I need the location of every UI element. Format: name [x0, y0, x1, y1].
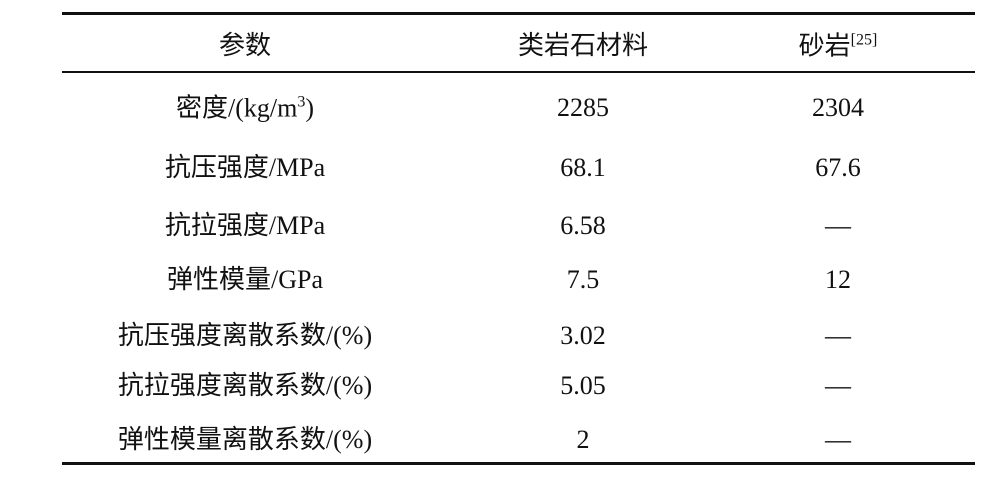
header-cell-sup: [25] — [850, 31, 878, 49]
header-rule — [62, 71, 975, 73]
value-cell: 12 — [825, 265, 851, 294]
value-cell: 3.02 — [560, 321, 606, 350]
value-cell: 67.6 — [815, 153, 861, 182]
row-label: 密度/(kg/m3) — [175, 93, 315, 123]
value-cell: 6.58 — [560, 211, 606, 240]
row-label: 弹性模量离散系数/(%) — [117, 425, 373, 454]
bottom-rule — [62, 462, 975, 465]
row-label: 抗压强度/MPa — [164, 153, 326, 182]
row-label: 弹性模量/GPa — [166, 265, 324, 294]
value-cell: — — [825, 371, 851, 400]
row-label: 抗压强度离散系数/(%) — [117, 321, 373, 350]
value-cell: — — [825, 321, 851, 350]
value-cell: — — [825, 211, 851, 240]
row-label-tail: ) — [305, 93, 315, 123]
header-cell: 砂岩[25] — [798, 31, 878, 61]
header-cell: 类岩石材料 — [517, 31, 649, 60]
value-cell: 2 — [576, 425, 590, 454]
row-label: 抗拉强度离散系数/(%) — [117, 371, 373, 400]
value-cell: 2304 — [812, 93, 864, 122]
row-label-sup: 3 — [297, 93, 306, 111]
header-cell: 参数 — [218, 31, 272, 60]
row-label: 抗拉强度/MPa — [164, 211, 326, 240]
value-cell: — — [825, 425, 851, 454]
value-cell: 7.5 — [566, 265, 600, 294]
row-label-text: 密度/(kg/m — [175, 93, 298, 123]
value-cell: 2285 — [557, 93, 609, 122]
value-cell: 68.1 — [560, 153, 606, 182]
top-rule — [62, 12, 975, 15]
header-cell-text: 砂岩 — [798, 31, 851, 61]
value-cell: 5.05 — [560, 371, 606, 400]
